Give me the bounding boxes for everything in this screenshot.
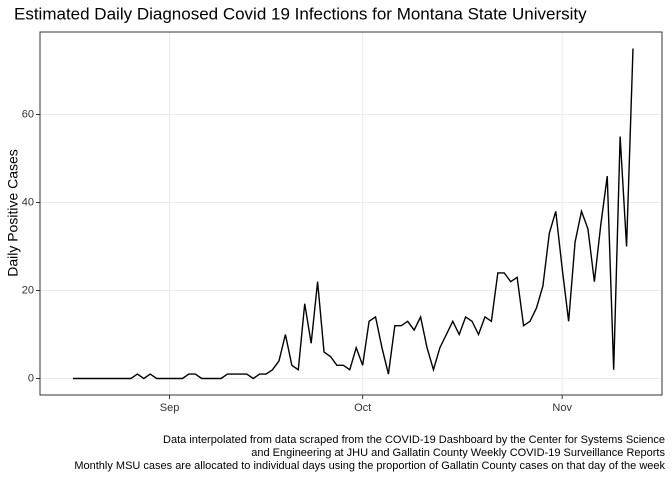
caption: and Engineering at JHU and Gallatin Coun…: [251, 447, 665, 459]
y-tick-label: 40: [22, 196, 34, 208]
x-tick-label: Nov: [552, 402, 572, 414]
x-tick-label: Oct: [354, 402, 371, 414]
caption: Monthly MSU cases are allocated to indiv…: [74, 460, 665, 472]
chart-title: Estimated Daily Diagnosed Covid 19 Infec…: [14, 4, 587, 23]
x-tick-label: Sep: [160, 402, 180, 414]
panel-border: [39, 31, 663, 396]
line: [73, 48, 634, 380]
caption: Data interpolated from data scraped from…: [163, 434, 665, 446]
y-tick-label: 0: [28, 372, 34, 384]
y-axis-title: Daily Positive Cases: [5, 149, 21, 277]
y-tick-label: 20: [22, 284, 34, 296]
y-tick-label: 60: [22, 108, 34, 120]
